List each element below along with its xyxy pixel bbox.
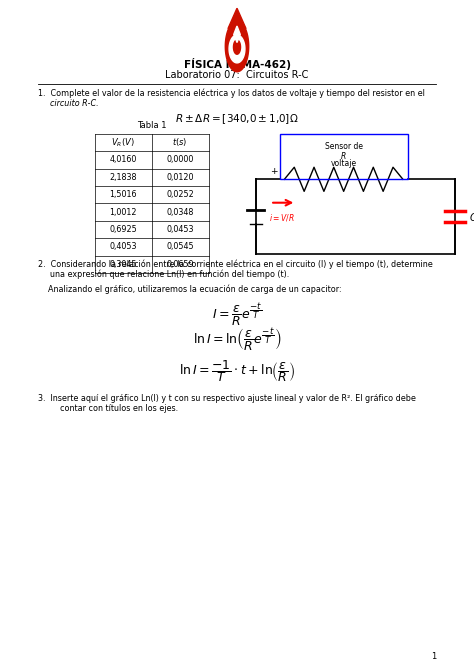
Text: $\ln I = \ln\!\left(\dfrac{\varepsilon}{R} e^{\dfrac{-t}{T}}\right)$: $\ln I = \ln\!\left(\dfrac{\varepsilon}{… [193,326,281,353]
Text: contar con títulos en los ejes.: contar con títulos en los ejes. [50,403,178,413]
Text: $i = V/R$: $i = V/R$ [269,212,295,223]
Text: $R$: $R$ [340,150,347,161]
Text: 0,0252: 0,0252 [166,190,194,199]
Text: Tabla 1: Tabla 1 [137,120,166,130]
Polygon shape [234,40,240,54]
Text: circuito R-C.: circuito R-C. [50,99,99,108]
Text: 0,0545: 0,0545 [166,242,194,252]
Polygon shape [225,21,249,72]
Text: Laboratorio 07:  Circuitos R-C: Laboratorio 07: Circuitos R-C [165,70,309,80]
Text: una expresión que relacione Ln(I) en función del tiempo (t).: una expresión que relacione Ln(I) en fun… [50,270,289,279]
Text: FÍSICA II (MA-462): FÍSICA II (MA-462) [183,58,291,70]
Polygon shape [229,35,245,63]
Text: 0,4053: 0,4053 [109,242,137,252]
Text: $C$: $C$ [469,211,474,223]
Text: 0,0120: 0,0120 [166,173,194,182]
Text: 0,0348: 0,0348 [166,207,194,217]
Text: Analizando el gráfico, utilizaremos la ecuación de carga de un capacitor:: Analizando el gráfico, utilizaremos la e… [38,284,342,294]
Text: 2,1838: 2,1838 [109,173,137,182]
Text: 3.  Inserte aquí el gráfico Ln(I) y t con su respectivo ajuste lineal y valor de: 3. Inserte aquí el gráfico Ln(I) y t con… [38,393,416,403]
Text: 2.  Considerando la relación entre la corriente eléctrica en el circuito (I) y e: 2. Considerando la relación entre la cor… [38,260,433,269]
Text: 1,5016: 1,5016 [109,190,137,199]
Polygon shape [228,8,246,29]
Text: $V_R(V)$: $V_R(V)$ [111,136,135,149]
Text: Sensor de: Sensor de [325,142,363,151]
Text: 1: 1 [431,652,436,662]
Text: 1.  Complete el valor de la resistencia eléctrica y los datos de voltaje y tiemp: 1. Complete el valor de la resistencia e… [38,89,425,98]
Text: 0,6925: 0,6925 [109,225,137,234]
Text: 0,0000: 0,0000 [166,155,194,165]
Text: 0,0659: 0,0659 [166,260,194,269]
Polygon shape [234,26,240,43]
Text: $R \pm \Delta R = [340{,}0 \pm 1{,}0]\Omega$: $R \pm \Delta R = [340{,}0 \pm 1{,}0]\Om… [175,112,299,126]
Text: $t(s)$: $t(s)$ [173,136,188,149]
Text: 4,0160: 4,0160 [109,155,137,165]
Text: 0,3045: 0,3045 [109,260,137,269]
Text: 0,0453: 0,0453 [166,225,194,234]
Text: $\ln I = \dfrac{-1}{T} \cdot t + \ln\!\left(\dfrac{\varepsilon}{R}\right)$: $\ln I = \dfrac{-1}{T} \cdot t + \ln\!\l… [179,359,295,384]
Text: $I = \dfrac{\varepsilon}{R} e^{\dfrac{-t}{T}}$: $I = \dfrac{\varepsilon}{R} e^{\dfrac{-t… [212,301,262,328]
Text: 1,0012: 1,0012 [109,207,137,217]
Text: voltaje: voltaje [330,159,357,168]
Text: $+$: $+$ [270,167,278,176]
